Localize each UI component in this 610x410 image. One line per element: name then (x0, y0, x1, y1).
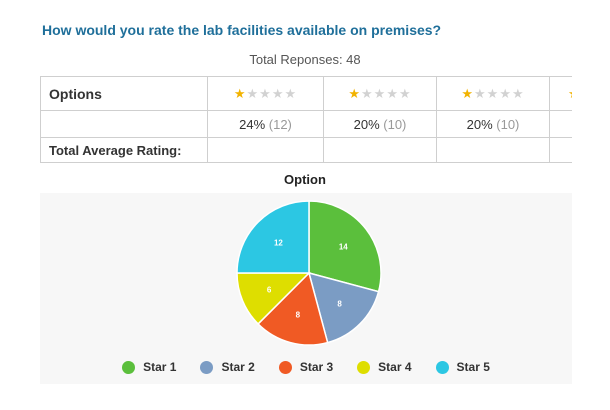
rating-percent: 20% (466, 116, 493, 132)
rating-percent-cell: 20% (10) (323, 110, 437, 138)
chart-title: Option (284, 172, 326, 187)
legend-item-star-4[interactable]: Star 4 (357, 360, 412, 374)
legend-swatch-icon (357, 360, 371, 374)
rating-percent: 20% (353, 116, 380, 132)
average-rating-cell (323, 137, 437, 163)
star-filled-icon: ★ (461, 85, 475, 101)
pie-slice-value-label: 8 (296, 311, 301, 320)
legend-item-star-5[interactable]: Star 5 (435, 360, 490, 374)
average-rating-cell (549, 137, 572, 163)
pie-slice-star-3[interactable] (257, 271, 329, 346)
pie-slice-value-label: 12 (274, 238, 283, 247)
star-rating-icons: ★★★★★ (234, 86, 297, 101)
rating-count: (10) (496, 116, 520, 132)
pie-slice-value-label: 14 (339, 243, 348, 252)
star-filled-icon: ★ (568, 86, 572, 101)
pie-slice-star-1[interactable] (308, 200, 382, 293)
legend-swatch-icon (122, 360, 136, 374)
rating-percent-cell: 24% (12) (207, 110, 324, 138)
chart-legend: Star 1 Star 2 Star 3 Star 4 Star 5 (40, 360, 572, 374)
star-empty-icon: ★ (373, 85, 387, 101)
legend-item-star-1[interactable]: Star 1 (122, 360, 176, 374)
rating-percent-cell (549, 110, 572, 138)
rating-count: (10) (383, 116, 407, 132)
legend-label: Star 5 (456, 360, 490, 374)
question-title: How would you rate the lab facilities av… (42, 22, 442, 38)
average-rating-label: Total Average Rating: (40, 137, 208, 163)
empty-cell (40, 110, 208, 138)
pie-slice-value-label: 6 (267, 286, 272, 295)
ratings-table: Options ★★★★★ ★★★★★ ★★★★★ ★★★★★ 24% (12)… (40, 76, 572, 164)
pie-slice-star-2[interactable] (307, 271, 380, 344)
legend-swatch-icon (200, 360, 214, 374)
pie-slice-star-5[interactable] (236, 200, 310, 274)
star-rating-icons: ★★★★★ (461, 86, 524, 101)
options-header: Options (40, 76, 208, 111)
legend-label: Star 2 (221, 360, 255, 374)
pie-slice-value-label: 8 (337, 300, 342, 309)
rating-count: (12) (268, 116, 292, 132)
rating-column-header: ★★★★★ (207, 76, 324, 111)
legend-label: Star 3 (299, 360, 334, 374)
legend-label: Star 4 (378, 360, 412, 374)
star-empty-icon: ★ (386, 85, 399, 101)
star-rating-icons: ★★★★★ (568, 86, 572, 101)
rating-column-header: ★★★★★ (436, 76, 550, 111)
legend-swatch-icon (278, 360, 292, 374)
chart-area: 14 8 8 6 12 (40, 193, 572, 384)
star-filled-icon: ★ (233, 85, 247, 101)
pie-chart: 14 8 8 6 12 (236, 200, 382, 346)
star-empty-icon: ★ (284, 85, 298, 101)
star-empty-icon: ★ (511, 85, 525, 101)
star-empty-icon: ★ (474, 85, 487, 101)
star-rating-icons: ★★★★★ (348, 86, 411, 101)
rating-column-header: ★★★★★ (549, 76, 572, 111)
total-responses: Total Reponses: 48 (249, 52, 361, 67)
rating-percent: 24% (239, 116, 266, 132)
star-empty-icon: ★ (398, 85, 412, 101)
legend-label: Star 1 (143, 360, 177, 374)
legend-swatch-icon (435, 360, 449, 374)
star-empty-icon: ★ (259, 85, 272, 101)
star-empty-icon: ★ (246, 85, 260, 101)
rating-column-header: ★★★★★ (323, 76, 437, 111)
star-empty-icon: ★ (499, 85, 512, 101)
star-empty-icon: ★ (271, 85, 285, 101)
legend-item-star-3[interactable]: Star 3 (278, 360, 334, 374)
average-rating-cell (207, 137, 324, 163)
average-rating-cell (436, 137, 550, 163)
rating-percent-cell: 20% (10) (436, 110, 550, 138)
star-filled-icon: ★ (348, 85, 362, 101)
legend-item-star-2[interactable]: Star 2 (200, 360, 255, 374)
star-empty-icon: ★ (361, 85, 374, 101)
star-empty-icon: ★ (486, 85, 500, 101)
